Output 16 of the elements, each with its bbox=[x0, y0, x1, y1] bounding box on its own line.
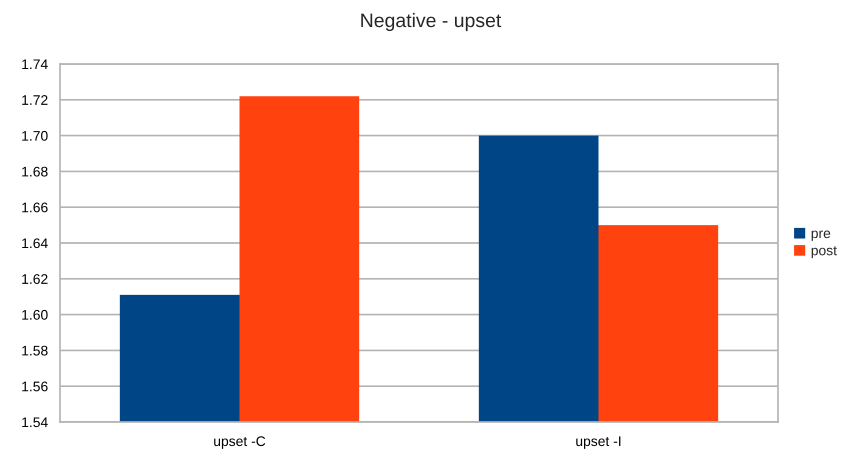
y-tick-label: 1.74 bbox=[22, 59, 48, 70]
x-tick-label: upset -C bbox=[214, 436, 266, 449]
legend-label: pre bbox=[812, 230, 830, 241]
y-tick-label: 1.64 bbox=[22, 238, 48, 248]
y-tick-label: 1.62 bbox=[22, 274, 48, 284]
y-tick-label: 1.54 bbox=[22, 417, 48, 428]
y-tick-label: 1.56 bbox=[22, 382, 48, 392]
chart-title: Negative - upset bbox=[361, 12, 502, 32]
legend-label: post bbox=[812, 246, 837, 258]
x-tick-label: upset -I bbox=[576, 436, 620, 449]
y-tick-label: 1.60 bbox=[22, 310, 48, 320]
y-tick-label: 1.68 bbox=[22, 166, 48, 177]
y-tick-label: 1.66 bbox=[22, 202, 48, 212]
y-tick-label: 1.70 bbox=[22, 130, 48, 141]
y-tick-label: 1.72 bbox=[22, 95, 48, 105]
y-tick-label: 1.58 bbox=[22, 346, 48, 356]
